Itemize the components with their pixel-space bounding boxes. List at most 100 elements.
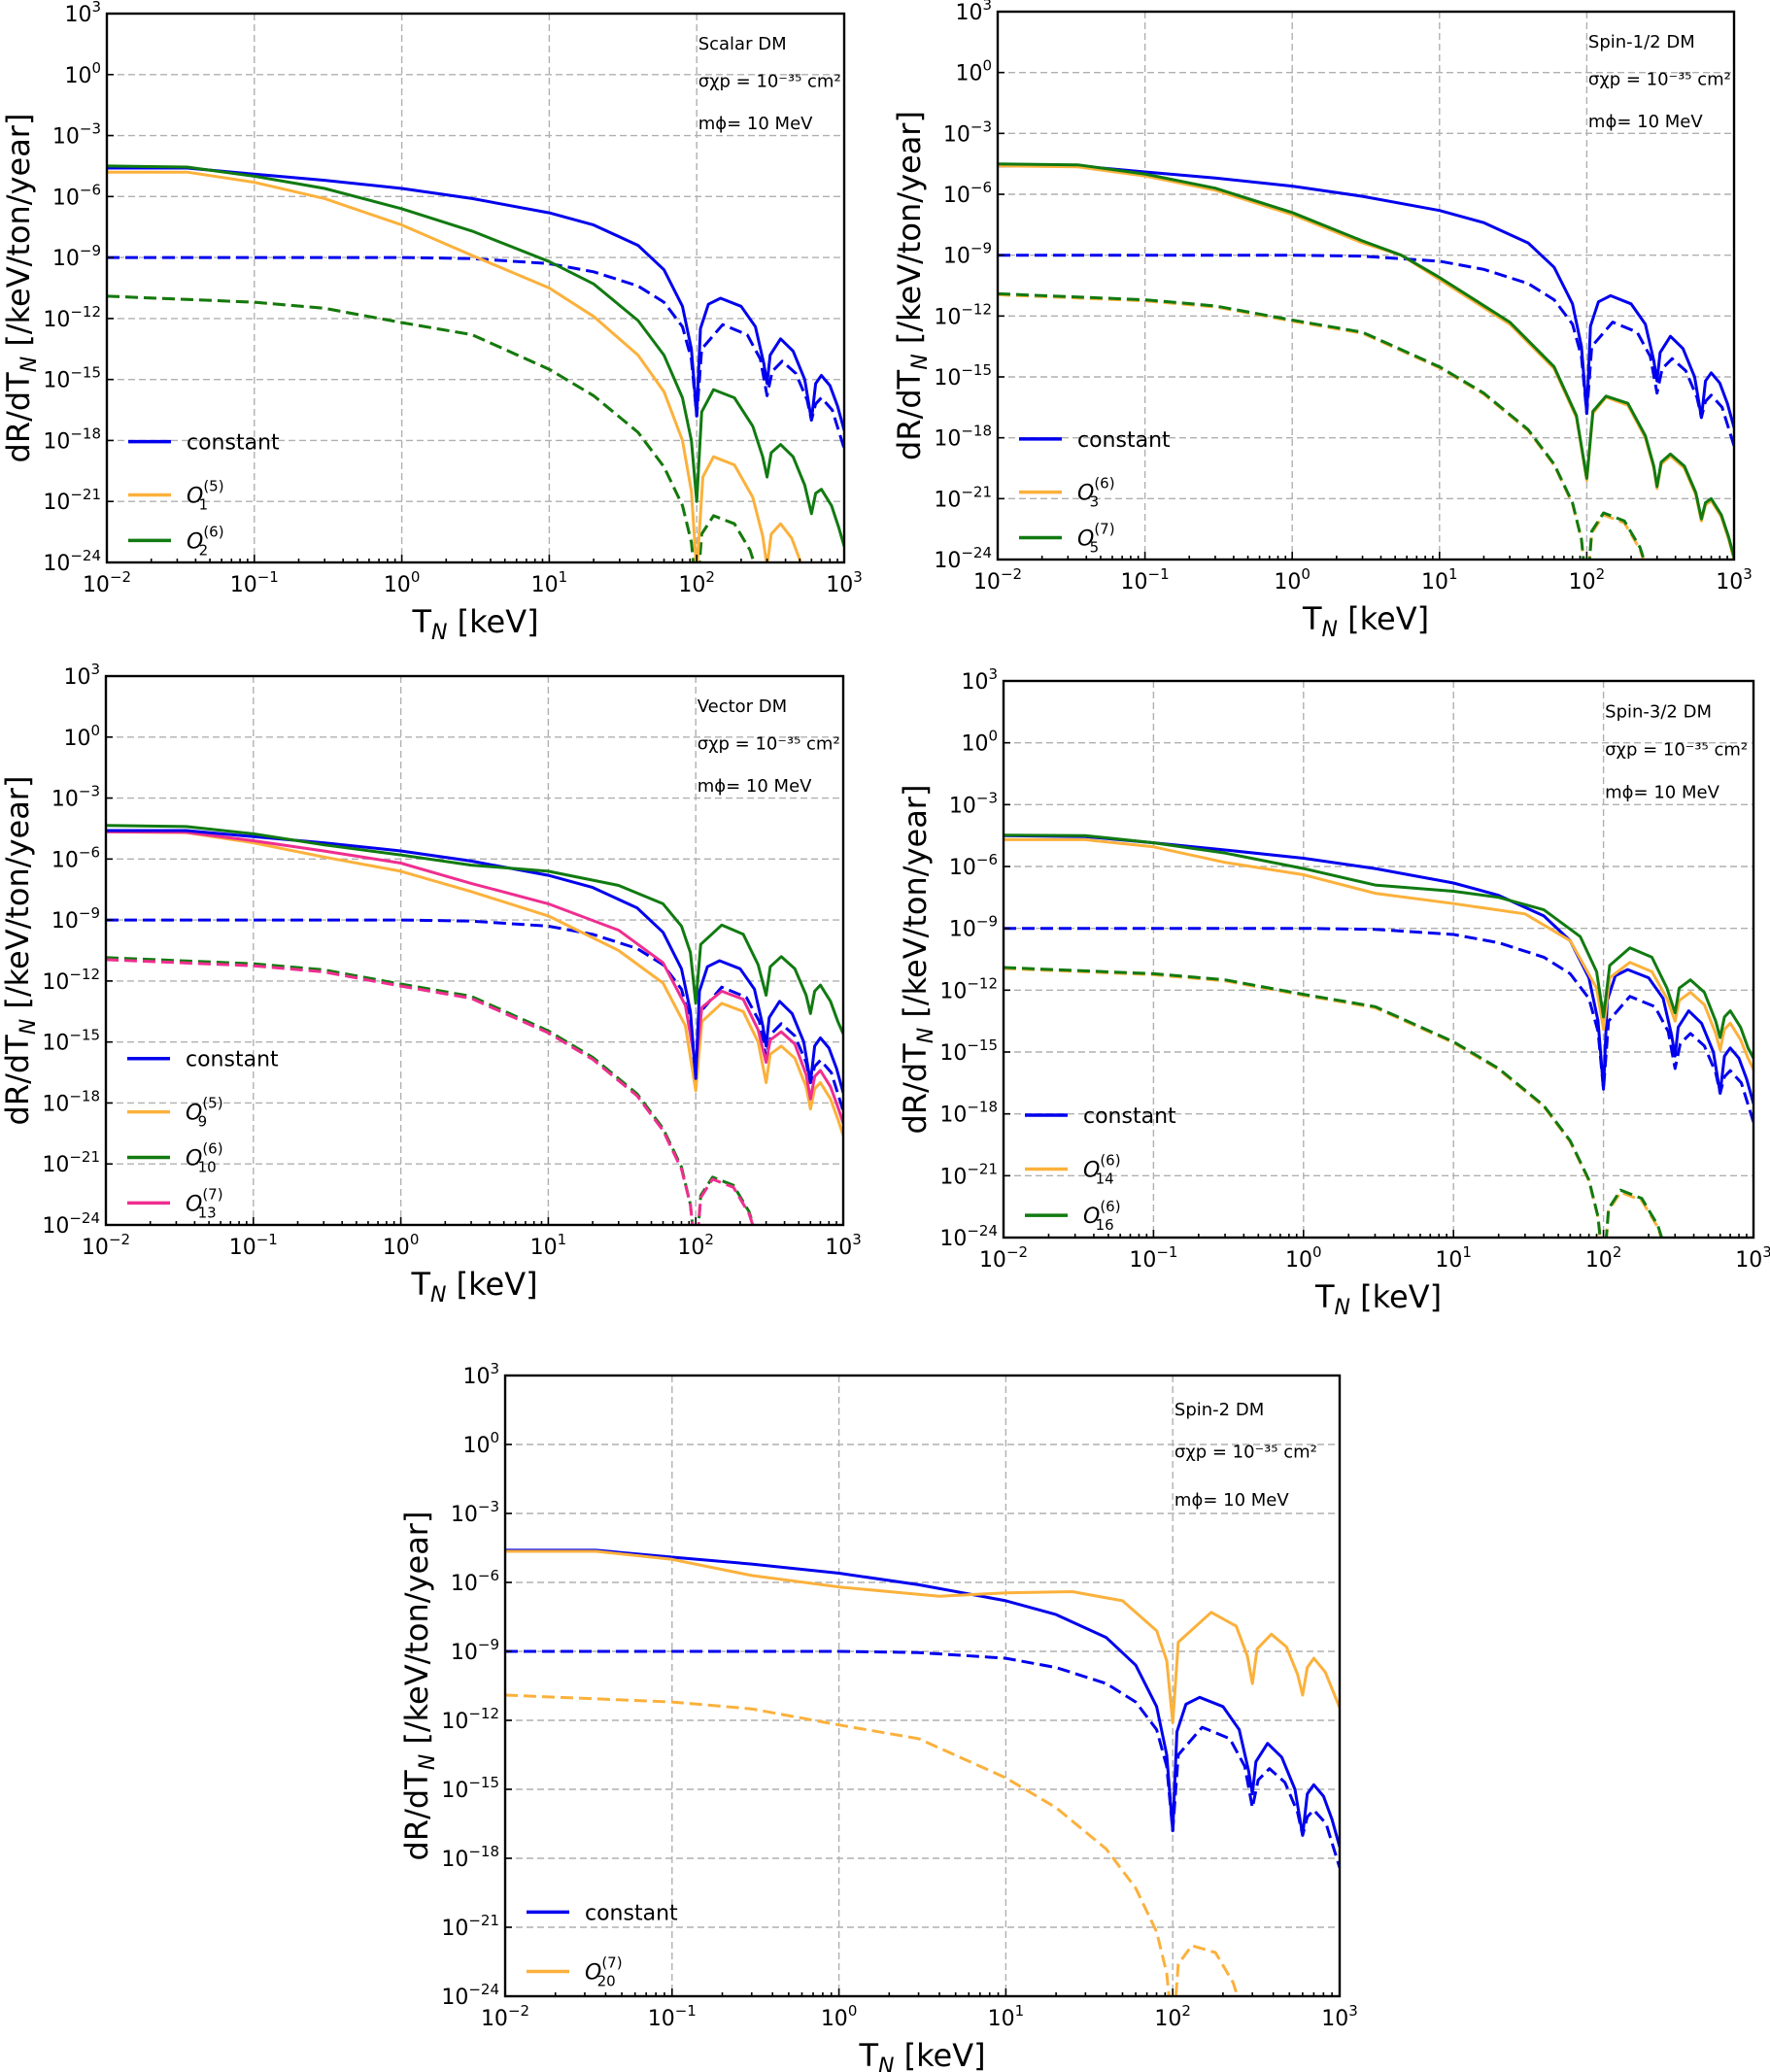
- x-axis: 10−2 10−1 100 101 102 103: [481, 1988, 1358, 2031]
- x-tick-label: 10−1: [648, 2002, 697, 2031]
- axes-frame: [996, 10, 1736, 561]
- x-tick-label: 102: [677, 1231, 714, 1260]
- x-tick-label: 10−2: [973, 565, 1022, 594]
- y-axis-label: dR/dTN [/keV/ton/year]: [897, 785, 938, 1135]
- x-tick-label: 101: [1435, 1243, 1472, 1273]
- y-tick-label: 10−24: [939, 1222, 998, 1251]
- annotation-cross-section: σχp = 10⁻³⁵ cm²: [698, 733, 840, 754]
- y-tick-label: 10−18: [42, 1087, 100, 1116]
- y-tick-label: 10−12: [441, 1705, 499, 1734]
- panel-vector: 10−2 10−1 100 101 102 10310310010−310−610−910…: [0, 661, 862, 1308]
- x-tick-label: 102: [1154, 2002, 1191, 2031]
- annotations: Spin-3/2 DM σχp = 10⁻³⁵ cm² mϕ= 10 MeV: [1605, 702, 1748, 803]
- series-o20-7-dashed-: [505, 1693, 1240, 1996]
- annotations: Spin-2 DM σχp = 10⁻³⁵ cm² mϕ= 10 MeV: [1174, 1400, 1317, 1511]
- axes-frame: [104, 674, 845, 1227]
- y-tick-label: 10−3: [51, 783, 100, 812]
- series-o5-7-dashed-: [998, 291, 1646, 560]
- panel-scalar: 10−2 10−1 100 101 102 10310310010−310−610−910…: [0, 0, 863, 645]
- x-tick-label: 103: [1735, 1243, 1770, 1273]
- y-axis: 103 100 10−3 10−6 10−9 10−12 10−15 10−18 10−21 10…: [43, 0, 114, 576]
- legend: constant O(7) 20: [527, 1901, 678, 1989]
- y-tick-label: 10−21: [939, 1160, 998, 1189]
- axes-frame: [1002, 679, 1755, 1240]
- y-tick-label: 10−15: [441, 1774, 499, 1803]
- x-tick-label: 101: [530, 1231, 567, 1260]
- y-tick-label: 103: [955, 0, 992, 25]
- series-constant-dashed-: [1004, 927, 1753, 1123]
- series-o10-6-: [106, 824, 843, 1035]
- y-tick-label: 10−9: [949, 913, 998, 942]
- y-tick-label: 10−24: [441, 1981, 499, 2010]
- axes-frame: [105, 12, 846, 564]
- legend-label: O(6) 2: [187, 523, 224, 559]
- series-constant: [1004, 833, 1753, 1104]
- legend: constant O(6) 14 O(6) 16: [1025, 1104, 1176, 1234]
- x-tick-label: 103: [826, 568, 863, 597]
- y-tick-label: 10−12: [939, 974, 998, 1003]
- series-constant-dashed-: [107, 255, 844, 450]
- series-o20-7-: [505, 1549, 1340, 1724]
- y-axis-label: dR/dTN [/keV/ton/year]: [398, 1512, 440, 1861]
- panel-spin32: 10−2 10−1 100 101 102 10310310010−310−610−910…: [897, 665, 1770, 1320]
- y-axis: 103 100 10−3 10−6 10−9 10−12 10−15 10−18 10−21 10…: [441, 1360, 512, 2010]
- legend-label: O(7) 13: [186, 1185, 223, 1221]
- series-o3-6-: [998, 164, 1734, 560]
- x-tick-label: 100: [1274, 565, 1310, 594]
- x-axis-label: TN [keV]: [1314, 1278, 1442, 1320]
- y-tick-label: 103: [64, 0, 101, 27]
- y-tick-label: 10−15: [43, 364, 101, 393]
- x-axis-label: TN [keV]: [410, 1266, 537, 1308]
- series-group: [107, 164, 844, 562]
- y-tick-label: 10−12: [43, 303, 101, 332]
- annotation-mediator-mass: mϕ= 10 MeV: [698, 114, 813, 134]
- annotations: Spin-1/2 DM σχp = 10⁻³⁵ cm² mϕ= 10 MeV: [1588, 32, 1731, 132]
- y-tick-label: 10−9: [451, 1636, 499, 1665]
- y-tick-label: 10−15: [42, 1027, 100, 1056]
- x-axis-label: TN [keV]: [411, 603, 538, 645]
- annotation-mediator-mass: mϕ= 10 MeV: [1588, 112, 1703, 132]
- y-tick-label: 10−6: [451, 1567, 499, 1596]
- y-tick-label: 10−24: [42, 1209, 100, 1239]
- annotation-title: Vector DM: [698, 696, 787, 717]
- y-tick-label: 10−24: [934, 544, 992, 573]
- series-o16-6-dashed-: [1004, 966, 1664, 1238]
- x-axis: 10−2 10−1 100 101 102 103: [979, 1230, 1770, 1273]
- x-tick-label: 100: [821, 2002, 858, 2031]
- x-tick-label: 101: [1421, 565, 1458, 594]
- annotation-title: Scalar DM: [698, 34, 787, 54]
- series-o14-6-: [1004, 837, 1753, 1070]
- x-tick-label: 103: [825, 1231, 862, 1260]
- series-constant-dashed-: [998, 254, 1734, 447]
- series-constant: [505, 1548, 1340, 1848]
- y-tick-label: 10−24: [43, 547, 101, 576]
- y-tick-label: 103: [961, 665, 998, 695]
- y-tick-label: 10−9: [51, 904, 100, 934]
- annotation-mediator-mass: mϕ= 10 MeV: [1174, 1490, 1289, 1511]
- series-o2-6-: [107, 164, 844, 547]
- y-tick-label: 100: [63, 722, 100, 751]
- y-tick-label: 10−21: [441, 1912, 499, 1941]
- annotation-cross-section: σχp = 10⁻³⁵ cm²: [1605, 739, 1748, 760]
- y-tick-label: 10−3: [52, 120, 101, 150]
- annotation-cross-section: σχp = 10⁻³⁵ cm²: [698, 71, 841, 91]
- y-tick-label: 10−18: [43, 425, 101, 454]
- legend-label: O(5) 9: [186, 1095, 223, 1131]
- annotations: Vector DM σχp = 10⁻³⁵ cm² mϕ= 10 MeV: [698, 696, 840, 797]
- legend-label: O(7) 20: [585, 1953, 623, 1989]
- series-group: [998, 162, 1734, 560]
- x-axis: 10−2 10−1 100 101 102 103: [973, 552, 1753, 594]
- grid: [505, 1376, 1340, 1996]
- legend-label: O(6) 14: [1083, 1152, 1121, 1188]
- panel-spin12: 10−2 10−1 100 101 102 10310310010−310−610−910…: [891, 0, 1753, 642]
- x-tick-label: 101: [531, 568, 568, 597]
- annotations: Scalar DM σχp = 10⁻³⁵ cm² mϕ= 10 MeV: [698, 34, 841, 134]
- y-tick-label: 10−6: [949, 851, 998, 880]
- legend-label: constant: [186, 1048, 279, 1072]
- y-tick-label: 10−12: [42, 966, 100, 995]
- series-o9-5-: [106, 830, 843, 1137]
- y-tick-label: 10−21: [934, 483, 992, 512]
- y-tick-label: 100: [955, 57, 992, 86]
- x-tick-label: 10−1: [230, 568, 279, 597]
